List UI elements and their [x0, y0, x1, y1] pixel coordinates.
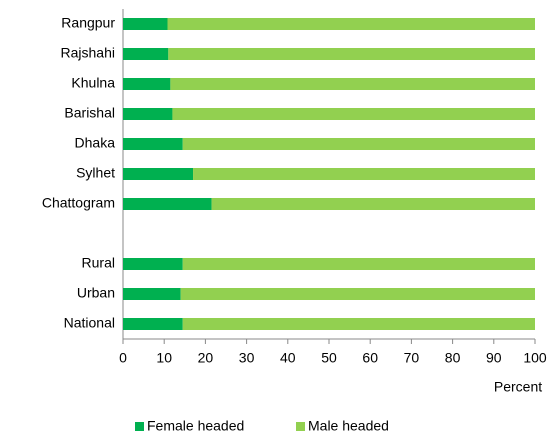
bar-segment — [123, 258, 183, 270]
y-tick-label: Rangpur — [61, 15, 115, 31]
bar-segment — [123, 318, 183, 330]
x-tick-label: 20 — [198, 350, 214, 366]
bar-segment — [172, 108, 535, 120]
legend-swatch — [135, 422, 144, 431]
bar-segment — [170, 78, 535, 90]
bar-segment — [123, 288, 181, 300]
y-tick-label: Urban — [77, 285, 115, 301]
x-tick-label: 0 — [119, 350, 127, 366]
bar-segment — [180, 288, 535, 300]
y-tick-label: Khulna — [71, 75, 115, 91]
y-tick-label: National — [64, 315, 115, 331]
bar-segment — [123, 198, 212, 210]
y-tick-label: Chattogram — [42, 195, 115, 211]
x-axis-label: Percent — [494, 379, 542, 395]
bar-segment — [123, 108, 173, 120]
y-tick-label: Rajshahi — [61, 45, 115, 61]
bar-segment — [123, 48, 169, 60]
y-tick-label: Barishal — [64, 105, 115, 121]
bar-segment — [123, 78, 171, 90]
x-tick-label: 100 — [523, 350, 547, 366]
bar-segment — [193, 168, 536, 180]
bar-segment — [168, 48, 535, 60]
x-tick-label: 50 — [321, 350, 337, 366]
bar-segment — [123, 168, 194, 180]
bar-segment — [123, 18, 168, 30]
x-tick-label: 60 — [362, 350, 378, 366]
x-tick-label: 30 — [239, 350, 255, 366]
legend-label: Male headed — [308, 418, 389, 433]
bar-segment — [182, 138, 536, 150]
bar-segment — [167, 18, 535, 30]
legend-swatch — [296, 422, 305, 431]
legend-label: Female headed — [147, 418, 244, 433]
y-tick-label: Rural — [82, 255, 115, 271]
bar-segment — [211, 198, 535, 210]
x-tick-label: 70 — [404, 350, 420, 366]
x-tick-label: 40 — [280, 350, 296, 366]
bar-segment — [123, 138, 183, 150]
x-tick-label: 80 — [445, 350, 461, 366]
y-tick-label: Dhaka — [75, 135, 116, 151]
y-tick-label: Sylhet — [76, 165, 115, 181]
bar-segment — [182, 258, 536, 270]
bar-segment — [182, 318, 536, 330]
x-tick-label: 10 — [156, 350, 172, 366]
x-tick-label: 90 — [486, 350, 502, 366]
